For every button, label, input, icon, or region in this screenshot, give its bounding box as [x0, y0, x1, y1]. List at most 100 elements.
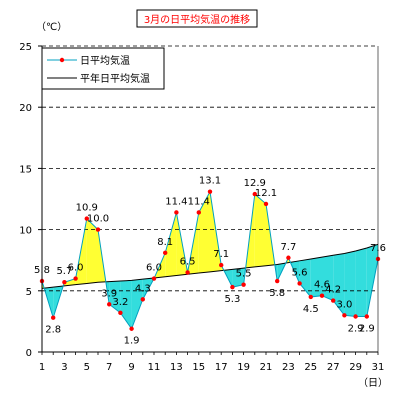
- legend-daily-marker: [59, 57, 65, 63]
- data-label: 2.9: [348, 324, 364, 335]
- data-label: 5.6: [292, 267, 308, 278]
- daily-point: [331, 298, 336, 303]
- chart-title: 3月の日平均気温の推移: [144, 13, 250, 26]
- below-normal-fill: [355, 247, 367, 317]
- data-label: 5.5: [236, 269, 252, 280]
- data-label: 4.2: [325, 285, 341, 296]
- above-normal-fill: [254, 194, 266, 267]
- above-normal-fill: [86, 218, 98, 284]
- daily-point: [230, 284, 235, 290]
- daily-point: [107, 302, 112, 307]
- daily-point: [51, 315, 56, 320]
- y-tick-label: 25: [19, 42, 32, 53]
- x-tick-label: 9: [128, 362, 134, 373]
- daily-point: [84, 216, 90, 221]
- below-normal-fill: [322, 255, 334, 301]
- data-label: 4.5: [303, 304, 319, 315]
- data-label: 12.9: [244, 178, 266, 189]
- chart-title-box: 3月の日平均気温の推移: [136, 9, 258, 28]
- data-label: 12.1: [255, 188, 277, 199]
- y-tick-label: 15: [19, 164, 32, 175]
- data-label: 2.9: [359, 324, 375, 335]
- below-normal-fill: [310, 257, 322, 297]
- daily-point: [353, 314, 358, 319]
- y-tick-label: 5: [26, 287, 32, 298]
- y-tick-label: 20: [19, 103, 32, 114]
- data-label: 1.9: [124, 336, 140, 347]
- above-normal-fill: [198, 191, 210, 274]
- above-normal-fill: [64, 278, 76, 286]
- daily-point: [73, 276, 78, 281]
- x-tick-label: 19: [237, 362, 250, 373]
- legend-normal-label: 平年日平均気温: [80, 72, 150, 85]
- x-tick-label: 23: [282, 362, 295, 373]
- daily-point: [219, 262, 224, 268]
- x-axis-label: （日）: [358, 377, 388, 389]
- data-label: 7.7: [280, 242, 296, 253]
- data-label: 4.6: [314, 280, 330, 291]
- below-normal-fill: [366, 244, 378, 317]
- x-tick-label: 25: [304, 362, 317, 373]
- data-label: 3.0: [336, 299, 352, 310]
- data-label: 2.8: [45, 325, 61, 336]
- data-label: 6.5: [180, 256, 196, 267]
- daily-point: [174, 210, 179, 215]
- data-label: 11.4: [165, 196, 187, 207]
- data-label: 3.2: [112, 297, 128, 308]
- normal-temperature-line: [41, 243, 379, 289]
- daily-point: [185, 270, 190, 275]
- x-tick-label: 17: [215, 362, 228, 373]
- daily-point: [308, 294, 313, 300]
- daily-point: [252, 191, 257, 197]
- above-normal-fill: [165, 212, 177, 277]
- data-label: 4.3: [135, 283, 151, 294]
- x-tick-label: 29: [349, 362, 362, 373]
- legend-daily-label: 日平均気温: [80, 54, 130, 67]
- x-tick-label: 27: [327, 362, 340, 373]
- daily-point: [62, 280, 67, 285]
- daily-point: [263, 201, 269, 207]
- below-normal-fill: [333, 253, 345, 316]
- x-tick-label: 31: [372, 362, 385, 373]
- legend-frame: [41, 47, 165, 90]
- below-normal-fill: [109, 281, 121, 313]
- daily-point: [275, 278, 280, 284]
- below-normal-fill: [232, 268, 244, 288]
- daily-point: [140, 297, 145, 302]
- data-label: 13.1: [199, 176, 221, 187]
- data-label: 8.1: [157, 237, 173, 248]
- chart-title-frame: [136, 9, 258, 28]
- data-label: 11.4: [188, 196, 210, 207]
- x-tick-label: 21: [260, 362, 273, 373]
- y-tick-label: 10: [19, 226, 32, 237]
- below-normal-fill: [299, 258, 311, 297]
- daily-point: [207, 189, 213, 194]
- daily-point: [286, 255, 291, 260]
- data-label: 5.3: [224, 294, 240, 305]
- x-tick-label: 15: [192, 362, 205, 373]
- y-axis-label: （℃）: [36, 21, 67, 33]
- data-label: 3.9: [101, 288, 117, 299]
- legend: 日平均気温 平年日平均気温: [41, 47, 165, 90]
- data-label: 7.1: [213, 249, 229, 260]
- y-tick-label: 0: [26, 348, 32, 359]
- daily-point: [319, 293, 325, 298]
- data-label: 5.8: [269, 288, 285, 299]
- x-tick-label: 11: [148, 362, 161, 373]
- x-tick-label: 3: [61, 362, 67, 373]
- data-labels: 5.82.85.76.010.910.03.93.21.94.36.08.111…: [34, 176, 386, 347]
- daily-point: [129, 326, 134, 331]
- daily-markers: [39, 189, 381, 331]
- daily-point: [151, 276, 157, 281]
- data-label: 10.9: [76, 203, 98, 214]
- daily-point: [196, 210, 201, 215]
- x-tick-label: 13: [170, 362, 183, 373]
- daily-point: [364, 314, 369, 319]
- data-label: 10.0: [87, 214, 109, 225]
- data-label: 6.0: [146, 263, 162, 274]
- x-tick-label: 5: [84, 362, 90, 373]
- daily-point: [118, 310, 123, 316]
- data-label: 5.7: [56, 266, 72, 277]
- daily-point: [95, 227, 101, 232]
